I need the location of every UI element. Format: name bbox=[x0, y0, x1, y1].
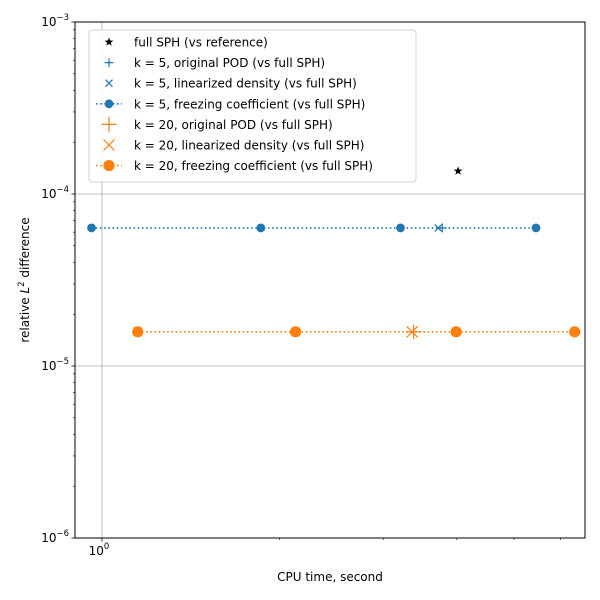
legend-item: k = 20, freezing coefficient (vs full SP… bbox=[96, 159, 373, 173]
y-axis-label-sup: 2 bbox=[17, 281, 27, 286]
x-tick-label-base: 10 bbox=[89, 544, 104, 558]
x-tick-label-exponent: 0 bbox=[104, 542, 109, 552]
legend-marker bbox=[104, 37, 114, 46]
series-7-point bbox=[289, 326, 302, 338]
legend-marker bbox=[104, 58, 114, 68]
series-1-point bbox=[453, 166, 463, 175]
legend-label: k = 20, original POD (vs full SPH) bbox=[134, 118, 333, 132]
series-4-point bbox=[531, 223, 541, 233]
y-tick-label-exponent: −6 bbox=[56, 529, 69, 539]
y-tick-label-base: 10 bbox=[41, 531, 56, 545]
legend-marker bbox=[104, 99, 114, 109]
y-axis-label-suffix: difference bbox=[18, 217, 32, 281]
series-7-point bbox=[569, 326, 581, 338]
legend-item: k = 20, linearized density (vs full SPH) bbox=[103, 139, 364, 153]
legend-item: k = 5, linearized density (vs full SPH) bbox=[105, 77, 357, 91]
y-tick-label-base: 10 bbox=[41, 187, 56, 201]
legend-label: k = 20, linearized density (vs full SPH) bbox=[134, 139, 364, 153]
series-3 bbox=[434, 223, 443, 232]
legend-item: k = 5, original POD (vs full SPH) bbox=[104, 56, 325, 70]
legend-item: k = 5, freezing coefficient (vs full SPH… bbox=[96, 97, 365, 111]
legend-label: k = 5, freezing coefficient (vs full SPH… bbox=[134, 97, 365, 111]
legend-marker bbox=[103, 139, 115, 151]
y-tick-label: 10−6 bbox=[41, 529, 69, 545]
series-layer bbox=[87, 166, 581, 340]
legend-marker bbox=[105, 79, 113, 88]
legend-label: k = 5, original POD (vs full SPH) bbox=[134, 56, 325, 70]
y-tick-label-exponent: −4 bbox=[56, 185, 69, 195]
series-5-point bbox=[406, 324, 422, 340]
y-tick-label: 10−5 bbox=[41, 357, 69, 373]
y-axis-label-symbol: L bbox=[18, 287, 32, 294]
series-7-point bbox=[450, 326, 462, 338]
x-axis-label: CPU time, second bbox=[277, 570, 383, 584]
series-4-point bbox=[396, 223, 405, 233]
y-tick-label-base: 10 bbox=[41, 359, 56, 373]
series-7-point bbox=[132, 326, 144, 338]
series-1 bbox=[453, 166, 463, 175]
y-axis-label: relative L2 difference bbox=[17, 217, 32, 342]
legend-label: k = 20, freezing coefficient (vs full SP… bbox=[134, 159, 373, 173]
plot-frame bbox=[74, 21, 586, 539]
series-3-point bbox=[434, 223, 443, 232]
legend-marker bbox=[101, 116, 117, 132]
y-tick-label: 10−3 bbox=[41, 13, 69, 29]
legend-label: k = 5, linearized density (vs full SPH) bbox=[134, 77, 357, 91]
y-tick-label-base: 10 bbox=[41, 15, 56, 29]
y-tick-label-exponent: −5 bbox=[56, 357, 69, 367]
y-tick-label-exponent: −3 bbox=[56, 13, 69, 23]
legend: full SPH (vs reference) k = 5, original P… bbox=[88, 29, 417, 183]
legend-item: k = 20, original POD (vs full SPH) bbox=[101, 116, 333, 132]
y-tick-label: 10−4 bbox=[41, 185, 69, 201]
series-4-point bbox=[87, 223, 96, 233]
series-7 bbox=[132, 326, 581, 338]
legend-item: full SPH (vs reference) bbox=[104, 36, 268, 50]
series-5 bbox=[406, 324, 422, 340]
series-4 bbox=[87, 223, 541, 233]
legend-label: full SPH (vs reference) bbox=[134, 36, 268, 50]
x-tick-label: 100 bbox=[89, 542, 110, 558]
series-4-point bbox=[256, 223, 266, 233]
y-axis-label-prefix: relative bbox=[18, 294, 32, 343]
legend-marker bbox=[103, 160, 115, 172]
legend-box bbox=[88, 29, 417, 183]
